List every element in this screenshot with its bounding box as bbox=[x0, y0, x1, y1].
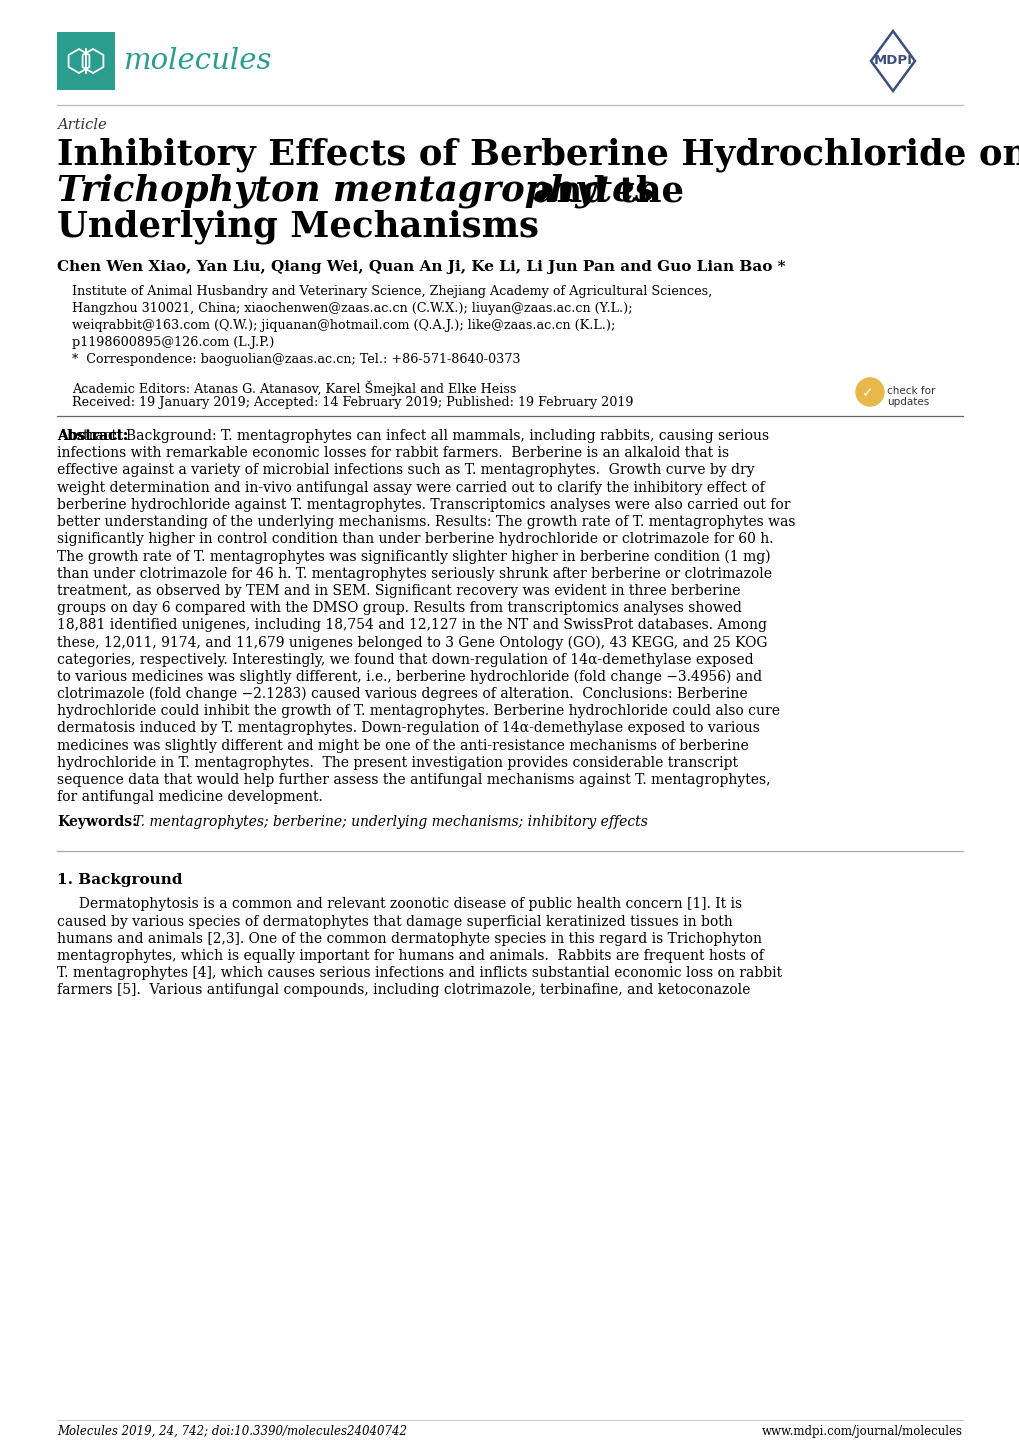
Text: ✓: ✓ bbox=[861, 386, 873, 399]
Text: and the: and the bbox=[521, 174, 684, 208]
Text: medicines was slightly different and might be one of the anti-resistance mechani: medicines was slightly different and mig… bbox=[57, 738, 748, 753]
Text: these, 12,011, 9174, and 11,679 unigenes belonged to 3 Gene Ontology (GO), 43 KE: these, 12,011, 9174, and 11,679 unigenes… bbox=[57, 636, 766, 650]
Text: effective against a variety of microbial infections such as T. mentagrophytes.  : effective against a variety of microbial… bbox=[57, 463, 754, 477]
Text: www.mdpi.com/journal/molecules: www.mdpi.com/journal/molecules bbox=[761, 1425, 962, 1438]
Text: MDPI: MDPI bbox=[872, 55, 912, 68]
Text: weiqrabbit@163.com (Q.W.); jiquanan@hotmail.com (Q.A.J.); like@zaas.ac.cn (K.L.): weiqrabbit@163.com (Q.W.); jiquanan@hotm… bbox=[72, 319, 614, 332]
Text: Hangzhou 310021, China; xiaochenwen@zaas.ac.cn (C.W.X.); liuyan@zaas.ac.cn (Y.L.: Hangzhou 310021, China; xiaochenwen@zaas… bbox=[72, 301, 632, 314]
Text: berberine hydrochloride against T. mentagrophytes. Transcriptomics analyses were: berberine hydrochloride against T. menta… bbox=[57, 497, 790, 512]
Text: Trichophyton mentagrophytes: Trichophyton mentagrophytes bbox=[57, 174, 654, 209]
Text: treatment, as observed by TEM and in SEM. Significant recovery was evident in th: treatment, as observed by TEM and in SEM… bbox=[57, 584, 740, 598]
Text: The growth rate of T. mentagrophytes was significantly slighter higher in berber: The growth rate of T. mentagrophytes was… bbox=[57, 549, 770, 564]
Text: caused by various species of dermatophytes that damage superficial keratinized t: caused by various species of dermatophyt… bbox=[57, 914, 732, 929]
Text: sequence data that would help further assess the antifungal mechanisms against T: sequence data that would help further as… bbox=[57, 773, 769, 787]
Text: mentagrophytes, which is equally important for humans and animals.  Rabbits are : mentagrophytes, which is equally importa… bbox=[57, 949, 763, 963]
Text: hydrochloride could inhibit the growth of T. mentagrophytes. Berberine hydrochlo: hydrochloride could inhibit the growth o… bbox=[57, 704, 780, 718]
Text: Received: 19 January 2019; Accepted: 14 February 2019; Published: 19 February 20: Received: 19 January 2019; Accepted: 14 … bbox=[72, 397, 633, 410]
Text: Underlying Mechanisms: Underlying Mechanisms bbox=[57, 211, 538, 245]
Text: Abstract:: Abstract: bbox=[57, 430, 128, 443]
Text: Abstract:: Abstract: bbox=[57, 430, 128, 443]
Text: to various medicines was slightly different, i.e., berberine hydrochloride (fold: to various medicines was slightly differ… bbox=[57, 669, 761, 684]
Text: hydrochloride in T. mentagrophytes.  The present investigation provides consider: hydrochloride in T. mentagrophytes. The … bbox=[57, 756, 738, 770]
Text: Academic Editors: Atanas G. Atanasov, Karel Šmejkal and Elke Heiss: Academic Editors: Atanas G. Atanasov, Ka… bbox=[72, 381, 516, 395]
Text: farmers [5].  Various antifungal compounds, including clotrimazole, terbinafine,: farmers [5]. Various antifungal compound… bbox=[57, 983, 750, 998]
Text: better understanding of the underlying mechanisms. Results: The growth rate of T: better understanding of the underlying m… bbox=[57, 515, 795, 529]
Text: Keywords:: Keywords: bbox=[57, 815, 138, 829]
Text: infections with remarkable economic losses for rabbit farmers.  Berberine is an : infections with remarkable economic loss… bbox=[57, 446, 729, 460]
Text: check for: check for bbox=[887, 386, 934, 397]
Text: Inhibitory Effects of Berberine Hydrochloride on: Inhibitory Effects of Berberine Hydrochl… bbox=[57, 138, 1019, 173]
Text: clotrimazole (fold change −2.1283) caused various degrees of alteration.  Conclu: clotrimazole (fold change −2.1283) cause… bbox=[57, 686, 747, 701]
Text: groups on day 6 compared with the DMSO group. Results from transcriptomics analy: groups on day 6 compared with the DMSO g… bbox=[57, 601, 741, 614]
Text: Institute of Animal Husbandry and Veterinary Science, Zhejiang Academy of Agricu: Institute of Animal Husbandry and Veteri… bbox=[72, 286, 711, 298]
Text: T. mentagrophytes; berberine; underlying mechanisms; inhibitory effects: T. mentagrophytes; berberine; underlying… bbox=[128, 815, 647, 829]
Text: Abstract: Background: T. mentagrophytes can infect all mammals, including rabbit: Abstract: Background: T. mentagrophytes … bbox=[57, 430, 768, 443]
Text: dermatosis induced by T. mentagrophytes. Down-regulation of 14α-demethylase expo: dermatosis induced by T. mentagrophytes.… bbox=[57, 721, 759, 735]
Text: Dermatophytosis is a common and relevant zoonotic disease of public health conce: Dermatophytosis is a common and relevant… bbox=[57, 897, 742, 911]
Text: for antifungal medicine development.: for antifungal medicine development. bbox=[57, 790, 322, 805]
Text: categories, respectively. Interestingly, we found that down-regulation of 14α-de: categories, respectively. Interestingly,… bbox=[57, 653, 753, 666]
Text: humans and animals [2,3]. One of the common dermatophyte species in this regard : humans and animals [2,3]. One of the com… bbox=[57, 932, 761, 946]
Circle shape bbox=[855, 378, 883, 407]
Text: updates: updates bbox=[887, 397, 928, 407]
Text: 1. Background: 1. Background bbox=[57, 874, 182, 887]
Polygon shape bbox=[870, 30, 914, 91]
Text: Article: Article bbox=[57, 118, 107, 133]
Text: Molecules 2019, 24, 742; doi:10.3390/molecules24040742: Molecules 2019, 24, 742; doi:10.3390/mol… bbox=[57, 1425, 407, 1438]
Text: p1198600895@126.com (L.J.P.): p1198600895@126.com (L.J.P.) bbox=[72, 336, 274, 349]
Text: 18,881 identified unigenes, including 18,754 and 12,127 in the NT and SwissProt : 18,881 identified unigenes, including 18… bbox=[57, 619, 766, 632]
Text: molecules: molecules bbox=[124, 48, 272, 75]
Text: weight determination and in-vivo antifungal assay were carried out to clarify th: weight determination and in-vivo antifun… bbox=[57, 480, 764, 495]
Text: *  Correspondence: baoguolian@zaas.ac.cn; Tel.: +86-571-8640-0373: * Correspondence: baoguolian@zaas.ac.cn;… bbox=[72, 353, 520, 366]
Text: significantly higher in control condition than under berberine hydrochloride or : significantly higher in control conditio… bbox=[57, 532, 772, 547]
Text: than under clotrimazole for 46 h. T. mentagrophytes seriously shrunk after berbe: than under clotrimazole for 46 h. T. men… bbox=[57, 567, 771, 581]
FancyBboxPatch shape bbox=[57, 32, 115, 89]
Text: T. mentagrophytes [4], which causes serious infections and inflicts substantial : T. mentagrophytes [4], which causes seri… bbox=[57, 966, 782, 981]
Text: Chen Wen Xiao, Yan Liu, Qiang Wei, Quan An Ji, Ke Li, Li Jun Pan and Guo Lian Ba: Chen Wen Xiao, Yan Liu, Qiang Wei, Quan … bbox=[57, 260, 785, 274]
